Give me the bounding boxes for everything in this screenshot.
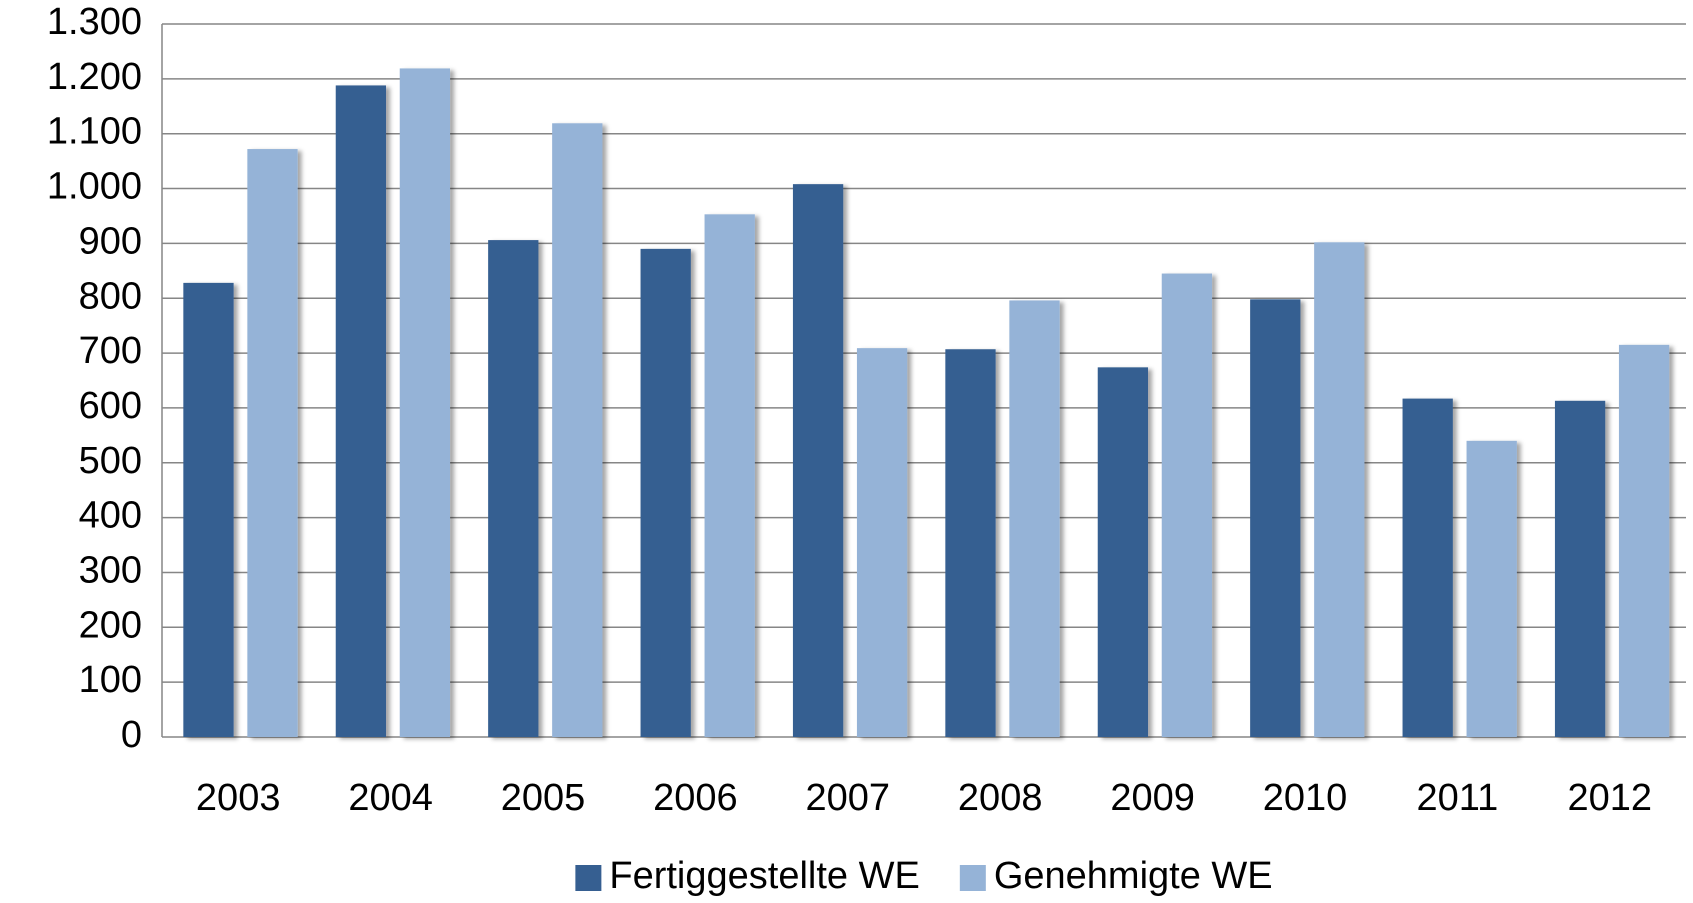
bar [183,282,234,737]
bar [1554,400,1606,737]
bar [640,248,691,737]
x-tick-label: 2010 [1263,777,1348,819]
bar [1402,398,1453,737]
x-tick-label: 2011 [1417,777,1499,819]
x-tick-label: 2008 [958,777,1043,819]
bar [945,349,996,737]
y-tick-label: 0 [121,714,142,756]
bar [488,240,539,737]
bar [1097,367,1149,737]
y-tick-label: 700 [79,330,142,372]
x-tick-label: 2005 [501,777,586,819]
y-tick-label: 300 [79,549,142,591]
bar [552,123,603,737]
x-tick-label: 2012 [1568,777,1653,819]
y-tick-label: 1.000 [47,166,142,208]
bar [856,348,908,737]
y-tick-label: 400 [79,495,142,537]
y-tick-label: 600 [79,385,142,427]
bar [1161,273,1213,737]
bar [247,149,298,738]
bar [335,85,387,738]
bar [1009,300,1060,737]
legend-label: Genehmigte WE [994,855,1273,897]
x-tick-label: 2006 [653,777,738,819]
y-tick-label: 1.300 [47,1,142,43]
y-tick-label: 200 [79,604,142,646]
x-tick-label: 2003 [196,777,281,819]
bar [1314,242,1365,737]
y-tick-label: 800 [79,275,142,317]
legend-swatch [959,865,986,891]
y-tick-label: 500 [79,440,142,482]
bar [399,68,451,737]
bar [1618,344,1670,737]
y-tick-label: 1.200 [47,56,142,98]
y-tick-label: 100 [79,659,142,701]
bar [1466,440,1517,737]
x-tick-label: 2009 [1110,777,1195,819]
x-tick-label: 2004 [348,777,433,819]
bar [704,214,755,737]
bar [1250,299,1301,737]
x-tick-label: 2007 [806,777,891,819]
y-tick-label: 900 [79,220,142,262]
bar [792,184,844,738]
legend-swatch [575,865,602,891]
legend-label: Fertiggestellte WE [609,855,919,897]
y-tick-label: 1.100 [47,111,142,153]
